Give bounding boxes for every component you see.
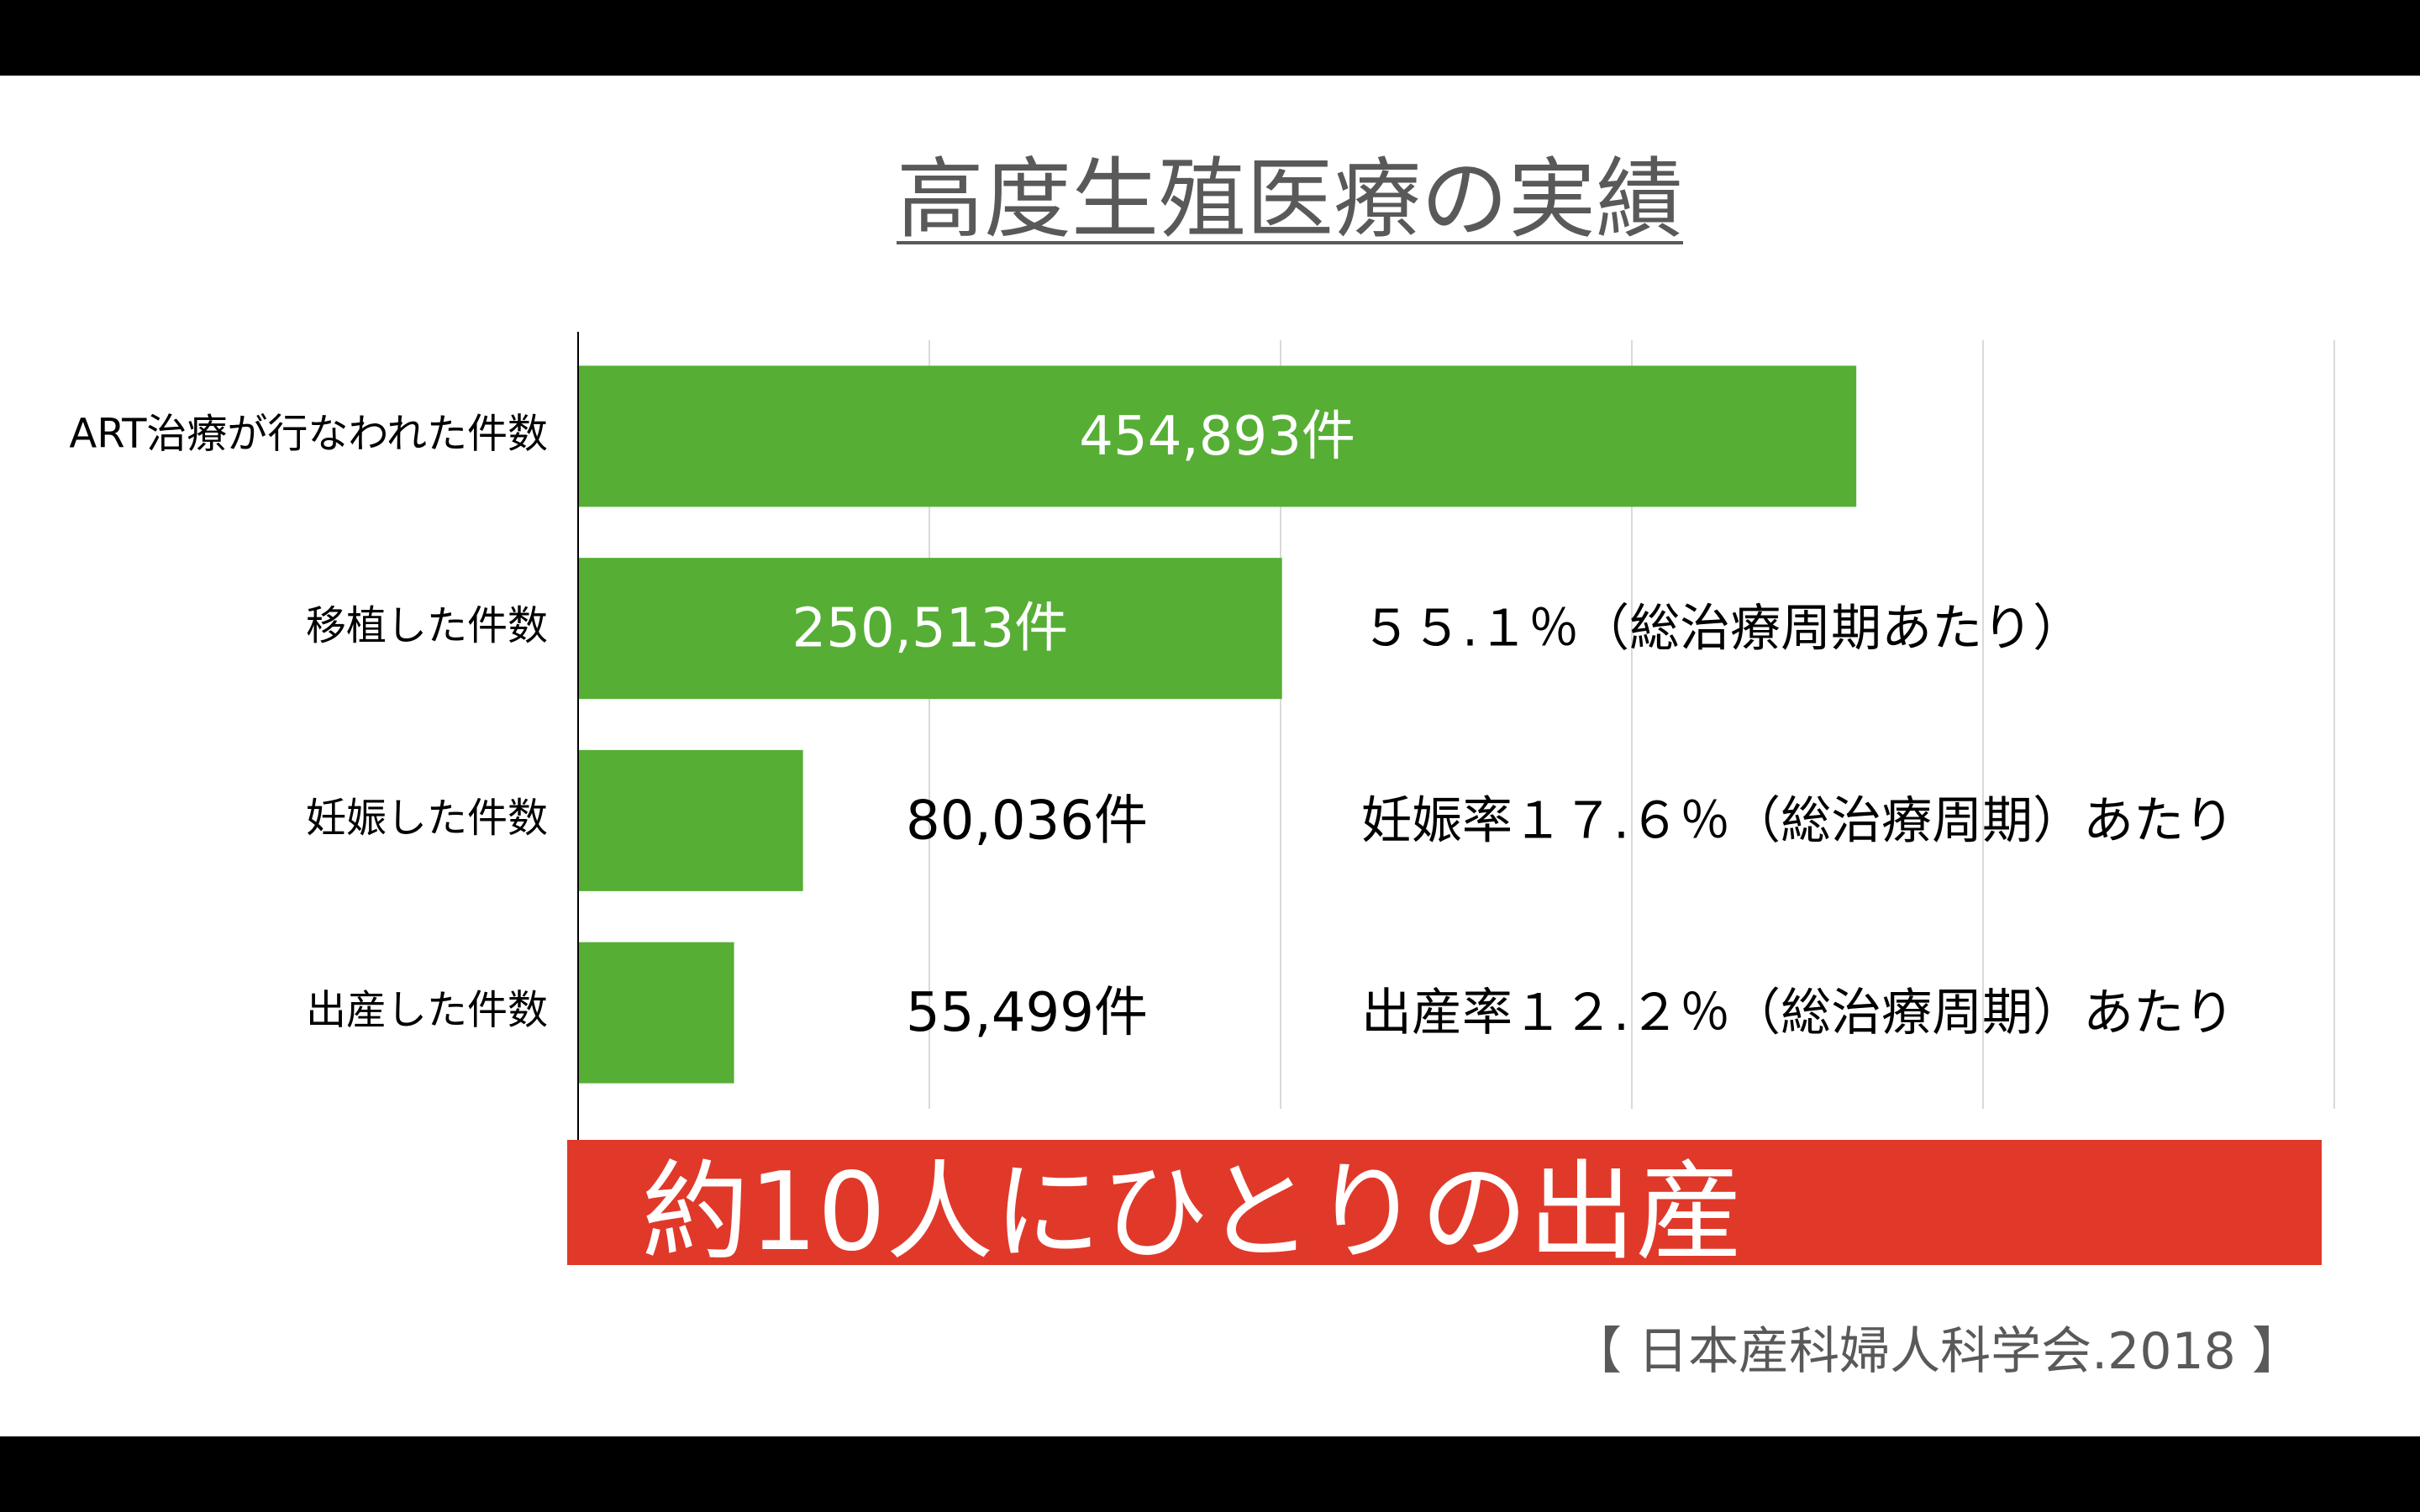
category-label: 出産した件数 [306,987,548,1034]
category-label: 移植した件数 [306,602,548,649]
source-citation: 【 日本産科婦人科学会.2018 】 [1571,1322,2302,1381]
data-label: 80,036件 [906,790,1148,852]
bar [578,365,1857,507]
banner-text: 約10人にひとりの出産 [641,1150,1744,1275]
annotation: 妊娠率１７.６％（総治療周期）あたり [1361,791,2234,850]
data-label: 250,513件 [792,598,1069,660]
bar [578,749,803,891]
bar [578,942,734,1084]
annotation: ５５.１％（総治療周期あたり） [1361,600,2083,659]
page-title: 高度生殖医療の実績 [896,148,1683,250]
data-label: 55,499件 [906,982,1148,1044]
bar [578,558,1282,700]
annotation: 出産率１２.２％（総治療周期）あたり [1361,984,2234,1042]
category-label: 妊娠した件数 [306,795,548,842]
category-label: ART治療が行なわれた件数 [69,410,548,457]
data-label: 454,893件 [1079,406,1355,468]
summary-banner: 約10人にひとりの出産 [567,1140,2322,1275]
slide: 高度生殖医療の実績 ART治療が行なわれた件数 454,893件移植した件数 250… [0,76,2420,1436]
